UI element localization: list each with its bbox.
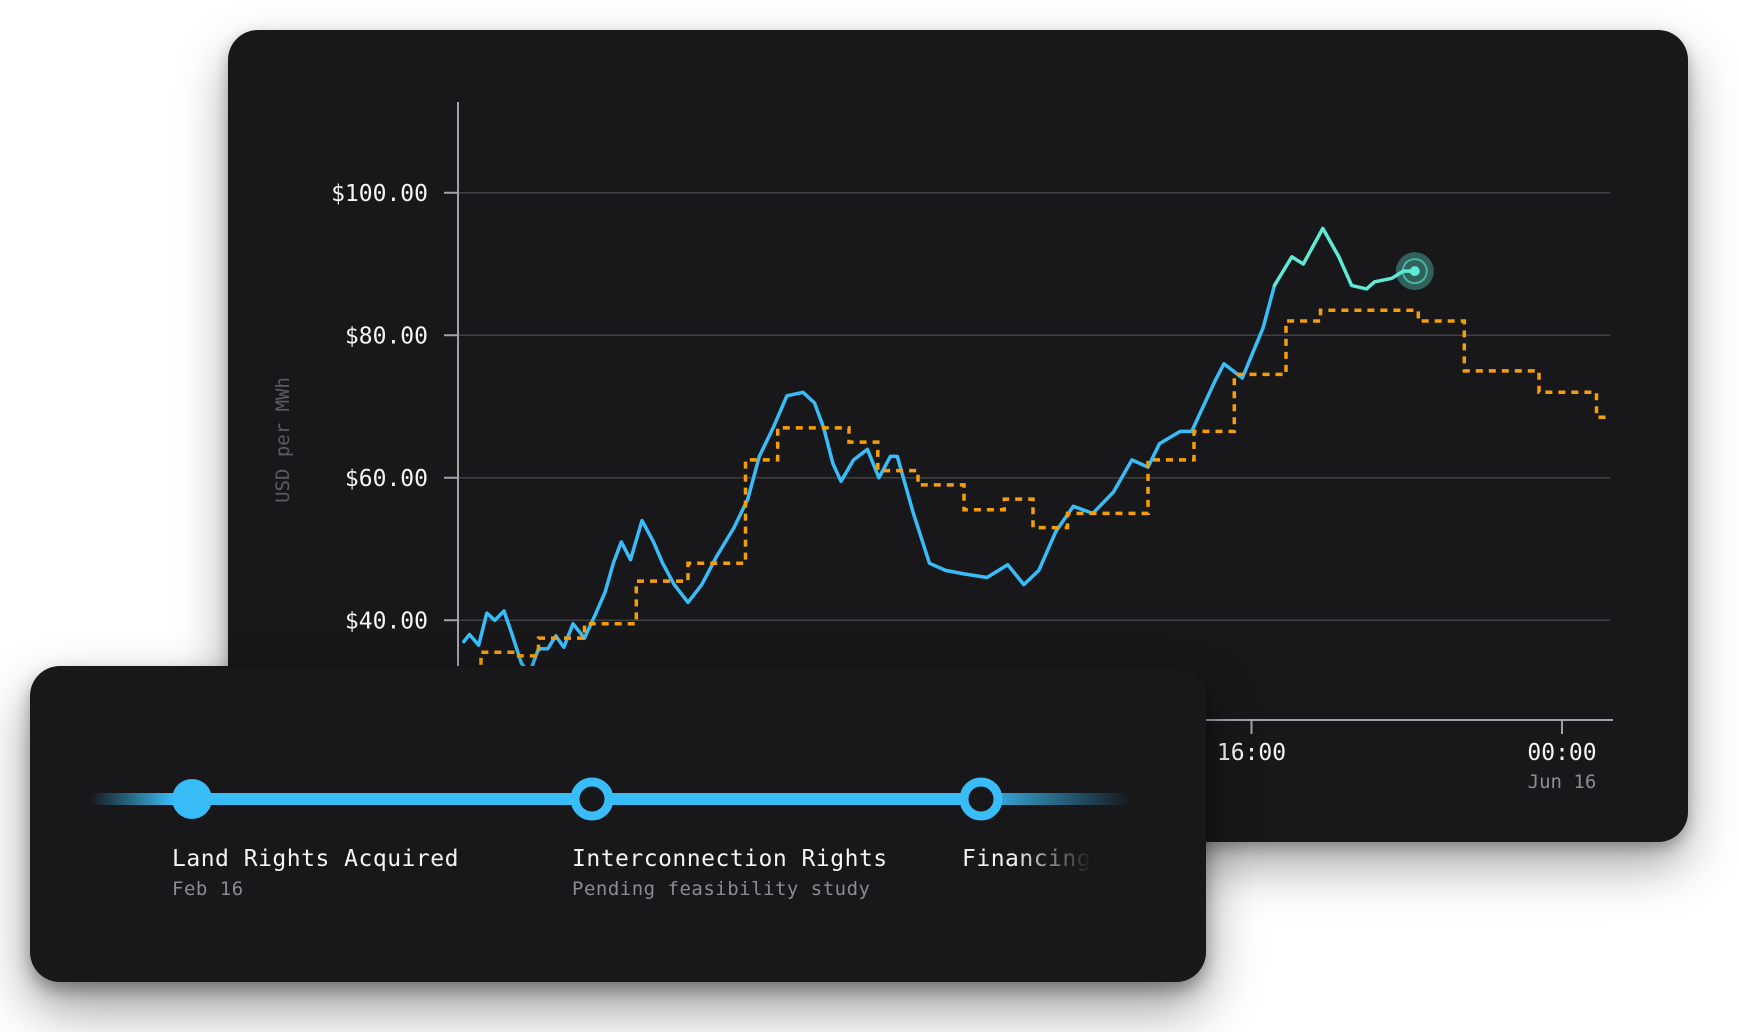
milestone-status: Pending feasibility study [572, 878, 871, 900]
current-point-marker[interactable] [1395, 252, 1434, 291]
current-point-dot [1409, 266, 1420, 277]
y-tick-label: $40.00 [345, 608, 428, 634]
milestone-dot-land-rights[interactable] [172, 779, 212, 819]
x-tick-label: 16:00 [1217, 740, 1286, 766]
x-tick-sublabel: Jun 16 [1528, 771, 1597, 793]
milestone-title: Land Rights Acquired [172, 846, 459, 872]
milestone-title: Financing [962, 846, 1092, 872]
gridlines [444, 192, 1610, 621]
milestone-title: Interconnection Rights [572, 846, 888, 872]
y-tick-label: $60.00 [345, 466, 428, 492]
y-tick-label: $80.00 [345, 323, 428, 349]
milestone-financing[interactable]: Financing [962, 846, 1092, 872]
series-layer [462, 226, 1608, 676]
current-point-ring [1401, 258, 1428, 285]
milestone-interconnection[interactable]: Interconnection Rights Pending feasibili… [572, 846, 888, 900]
actual-price-line [462, 283, 1277, 676]
actual-price-line-recent [1272, 226, 1417, 291]
milestone-date: Feb 16 [172, 878, 244, 900]
y-axis-label: USD per MWh [272, 377, 294, 503]
forecast-price-step-line [463, 308, 1608, 676]
milestone-land-rights[interactable]: Land Rights Acquired Feb 16 [172, 846, 459, 900]
y-tick-label: $100.00 [331, 181, 428, 207]
milestone-dot-interconnection[interactable] [570, 777, 614, 821]
timeline-track [90, 777, 1130, 821]
timeline-card: Land Rights Acquired Feb 16 Interconnect… [30, 666, 1206, 982]
milestone-dot-financing[interactable] [959, 777, 1003, 821]
x-tick-label: 00:00 [1527, 740, 1596, 766]
